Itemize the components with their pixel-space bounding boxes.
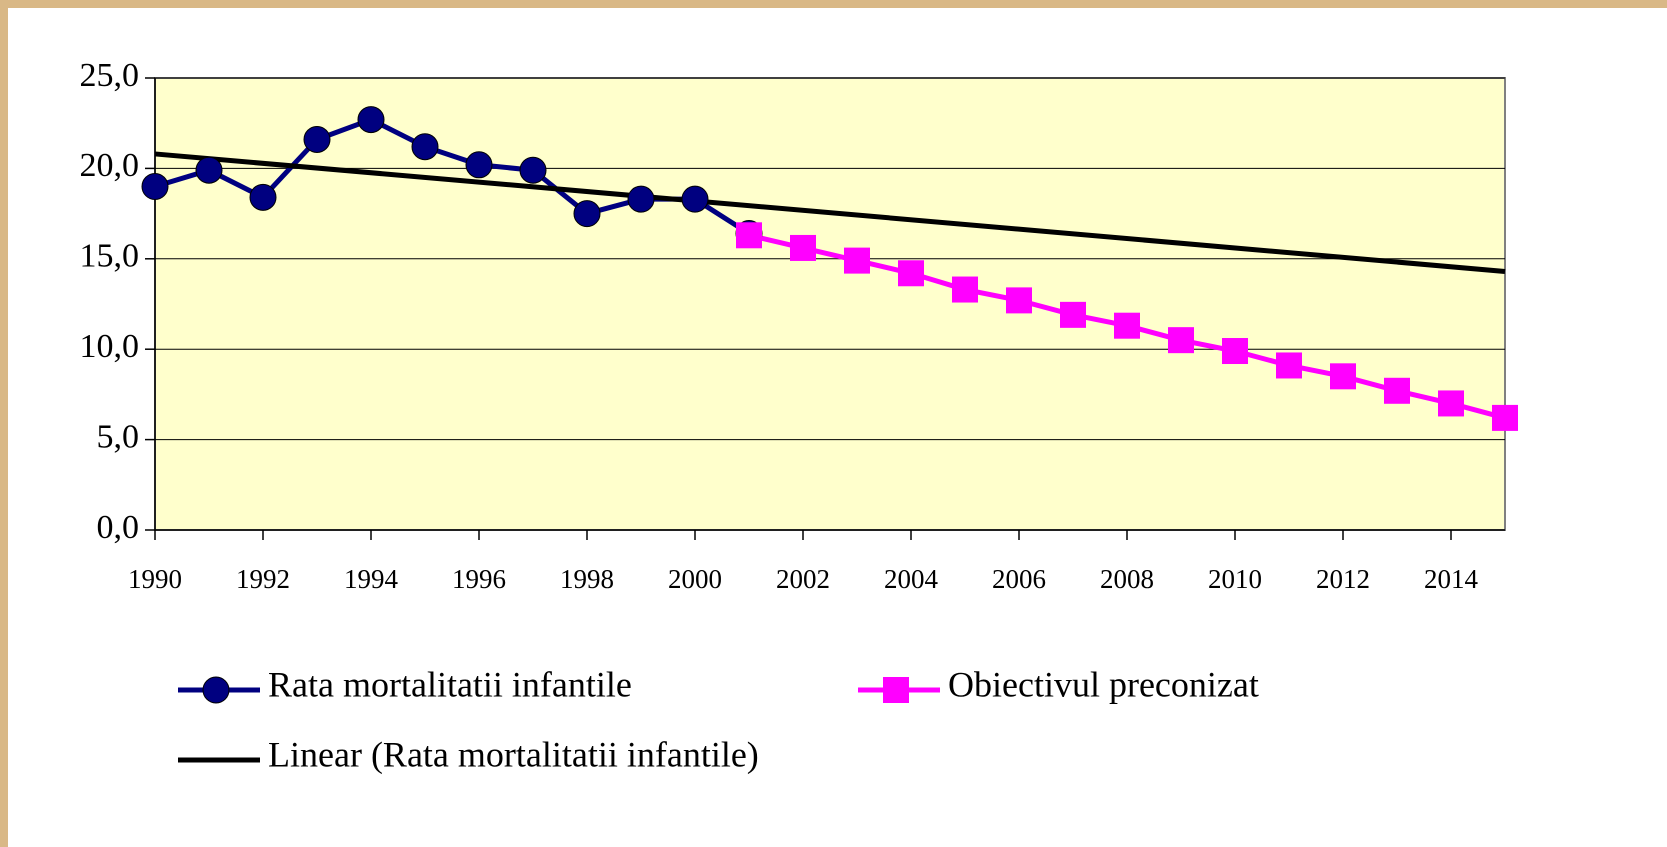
point bbox=[681, 185, 709, 213]
y-tick-label: 20,0 bbox=[80, 147, 140, 184]
point bbox=[627, 185, 655, 213]
x-tick-label: 2014 bbox=[1424, 564, 1479, 594]
point bbox=[1276, 352, 1302, 379]
point bbox=[303, 125, 331, 153]
plot-area bbox=[154, 77, 1506, 531]
x-tick-label: 1996 bbox=[452, 564, 506, 594]
point bbox=[1330, 363, 1356, 390]
x-tick-label: 2000 bbox=[668, 564, 722, 594]
point bbox=[411, 133, 439, 161]
point bbox=[1438, 390, 1464, 417]
point bbox=[1222, 338, 1248, 365]
point bbox=[249, 183, 277, 211]
point bbox=[844, 247, 870, 274]
point bbox=[736, 222, 762, 249]
series-line bbox=[154, 151, 1506, 274]
legend-label: Linear (Rata mortalitatii infantile) bbox=[268, 734, 759, 774]
point bbox=[898, 260, 924, 287]
point bbox=[1384, 377, 1410, 404]
point bbox=[790, 234, 816, 261]
legend-marker bbox=[202, 676, 230, 704]
x-tick-label: 1998 bbox=[560, 564, 614, 594]
y-tick-label: 25,0 bbox=[80, 57, 140, 94]
point bbox=[1006, 287, 1032, 314]
x-tick-label: 2012 bbox=[1316, 564, 1370, 594]
point bbox=[141, 172, 169, 200]
point bbox=[1060, 301, 1086, 328]
point bbox=[952, 276, 978, 303]
y-tick-label: 10,0 bbox=[80, 328, 140, 365]
point bbox=[1114, 312, 1140, 339]
point bbox=[573, 200, 601, 228]
x-tick-label: 1992 bbox=[236, 564, 290, 594]
x-tick-label: 1990 bbox=[128, 564, 182, 594]
point bbox=[519, 156, 547, 184]
point bbox=[1168, 327, 1194, 354]
point bbox=[1492, 404, 1518, 431]
y-tick-label: 5,0 bbox=[97, 418, 140, 455]
legend-label: Obiectivul preconizat bbox=[948, 664, 1259, 704]
x-tick-label: 2004 bbox=[884, 564, 939, 594]
y-tick-label: 0,0 bbox=[97, 509, 140, 546]
point bbox=[357, 106, 385, 134]
x-tick-label: 1994 bbox=[344, 564, 399, 594]
y-tick-label: 15,0 bbox=[80, 238, 140, 275]
legend-label: Rata mortalitatii infantile bbox=[268, 664, 632, 704]
point bbox=[465, 151, 493, 179]
x-tick-label: 2010 bbox=[1208, 564, 1262, 594]
x-tick-label: 2006 bbox=[992, 564, 1046, 594]
legend-marker bbox=[883, 677, 909, 703]
point bbox=[195, 156, 223, 184]
x-tick-label: 2008 bbox=[1100, 564, 1154, 594]
x-tick-label: 2002 bbox=[776, 564, 830, 594]
